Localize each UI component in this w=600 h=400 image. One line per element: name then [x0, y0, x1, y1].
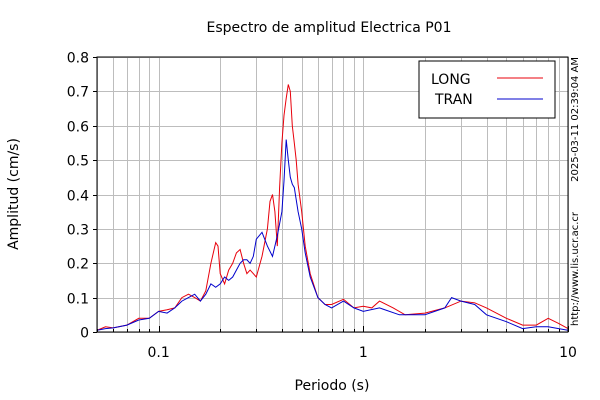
x-tick-label: 1 [359, 345, 368, 361]
x-tick-label: 0.1 [147, 345, 169, 361]
axis-ticks [93, 57, 569, 333]
plot-area [97, 84, 568, 331]
y-tick-label: 0.4 [67, 189, 89, 205]
y-tick-label: 0 [80, 326, 89, 342]
legend-label-long: LONG [431, 72, 471, 88]
y-tick-label: 0.1 [67, 292, 89, 308]
y-tick-label: 0.5 [67, 154, 89, 170]
series-line-tran [97, 139, 568, 331]
legend-box [418, 60, 556, 119]
legend-label-tran: TRAN [434, 92, 473, 108]
legend: LONG TRAN [418, 60, 556, 119]
y-tick-label: 0.3 [67, 223, 89, 239]
x-axis-label: Periodo (s) [295, 378, 370, 394]
chart-title: Espectro de amplitud Electrica P01 [207, 20, 452, 36]
axis-tick-labels: 0 0.1 0.2 0.3 0.4 0.5 0.6 0.7 0.8 0.1 1 10 [67, 51, 577, 362]
timestamp-text: 2025-03-11 02:39:04 AM [570, 57, 581, 182]
x-tick-label: 10 [559, 345, 577, 361]
y-tick-label: 0.7 [67, 85, 89, 101]
y-tick-label: 0.8 [67, 51, 89, 67]
y-tick-label: 0.2 [67, 257, 89, 273]
y-tick-label: 0.6 [67, 120, 89, 136]
url-text: http://www.lis.ucr.ac.cr [570, 211, 581, 326]
y-axis-label: Amplitud (cm/s) [6, 138, 22, 250]
